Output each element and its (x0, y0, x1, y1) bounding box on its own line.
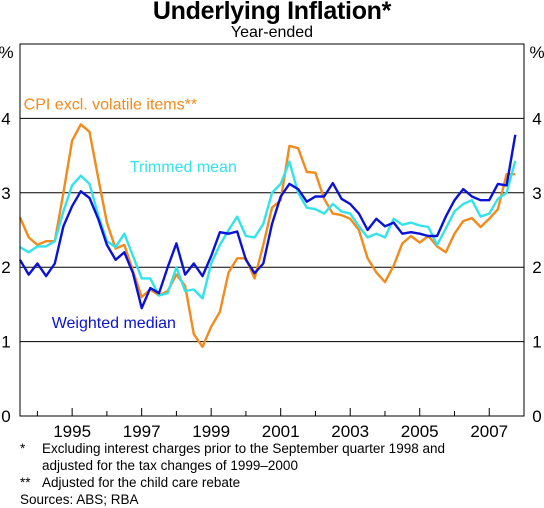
chart: 0 0 1 1 2 2 3 3 4 4%% 1995 1997 1999 2001 2003 2005 2007… (0, 43, 544, 440)
xtick-label: 1999 (192, 422, 230, 440)
series-line-1 (18, 123, 516, 348)
series-annotation-2: Trimmed mean (130, 159, 237, 176)
xtick-label: 2001 (262, 422, 300, 440)
xtick-label: 1995 (53, 422, 91, 440)
xtick-label: 2003 (331, 422, 369, 440)
ytick-label-left: 1 (1, 333, 10, 352)
ytick-label-left: 2 (1, 258, 10, 277)
series-line-3 (18, 134, 517, 310)
ytick-label-right: 1 (532, 333, 541, 352)
ytick-label-right: 0 (532, 407, 541, 426)
series-lines (18, 123, 517, 348)
xtick-label: 2007 (470, 422, 508, 440)
xtick-label: 1997 (123, 422, 161, 440)
footnote-2: ** Adjusted for the child care rebate (20, 474, 445, 491)
footnote-1-continuation: adjusted for the tax changes of 1999–200… (42, 458, 298, 473)
footnote-1-text: Excluding interest charges prior to the … (42, 441, 445, 456)
yaxis-unit-left: % (0, 43, 14, 62)
series-annotations: CPI excl. volatile items** Trimmed mean We… (24, 96, 237, 332)
yaxis-unit-right: % (529, 43, 544, 62)
sources: Sources: ABS; RBA (20, 492, 139, 507)
ytick-label-left: 3 (1, 184, 10, 203)
footnotes: * Excluding interest charges prior to th… (20, 440, 445, 508)
ytick-label-left: 4 (1, 109, 10, 128)
chart-subtitle: Year-ended (230, 24, 314, 41)
axis-ticks (36, 408, 525, 416)
footnote-2-text: Adjusted for the child care rebate (42, 475, 241, 490)
plot-frame (19, 43, 525, 417)
chart-title: Underlying Inflation* (152, 0, 392, 25)
footnote-1-mark: * (20, 441, 26, 456)
footnote-1: * Excluding interest charges prior to th… (20, 440, 445, 457)
axis-labels: 0 0 1 1 2 2 3 3 4 4%% 1995 1997 1999 2001 2003 2005 2007 (0, 43, 544, 440)
ytick-label-right: 3 (532, 184, 541, 203)
series-annotation-1: CPI excl. volatile items** (24, 96, 197, 113)
footnote-2-mark: ** (20, 475, 31, 490)
grid-lines (20, 117, 524, 343)
ytick-label-left: 0 (1, 407, 10, 426)
ytick-label-right: 2 (532, 258, 541, 277)
xtick-label: 2005 (401, 422, 439, 440)
series-annotation-3: Weighted median (52, 315, 176, 332)
ytick-label-right: 4 (532, 109, 541, 128)
